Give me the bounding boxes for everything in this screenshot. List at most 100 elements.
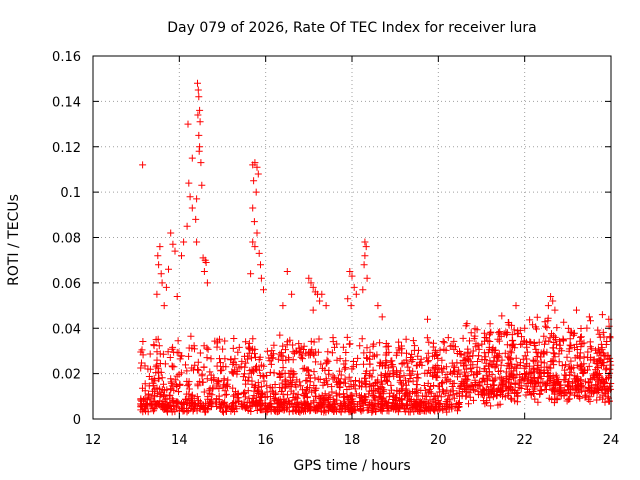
data-point [588,345,596,353]
data-point [369,342,377,350]
data-point [489,344,497,352]
data-point [316,297,324,305]
data-point [221,337,229,345]
data-point [361,252,369,260]
data-point [348,365,356,373]
data-point [558,347,566,355]
data-point [577,333,584,341]
data-point [388,403,396,411]
data-point [396,389,403,397]
data-point [255,249,263,257]
data-points [137,79,615,416]
data-point [544,302,552,310]
data-point [377,406,385,414]
data-point [388,357,396,365]
data-point [194,79,201,87]
data-point [404,394,412,402]
data-point [530,340,538,348]
data-point [507,349,515,357]
data-point [247,408,255,415]
data-point [577,333,585,341]
data-point [457,383,465,390]
data-point [540,368,548,376]
data-point [414,352,422,360]
data-point [137,400,145,408]
data-point [571,354,579,362]
data-point [512,302,520,310]
data-point [565,345,573,353]
data-point [240,390,248,398]
data-point [481,400,489,408]
data-point [378,378,385,386]
data-point [257,394,264,401]
data-point [548,358,556,366]
data-point [404,363,412,371]
data-point [141,394,149,402]
data-point [351,385,359,393]
data-point [155,400,163,408]
data-point [531,395,539,403]
data-point [555,358,563,366]
data-point [384,342,392,350]
data-point [491,362,499,370]
data-point [260,286,267,294]
data-point [137,364,145,372]
data-point [577,325,585,332]
data-point [475,381,483,389]
data-point [257,261,264,269]
data-point [503,329,511,337]
data-point [393,394,401,402]
data-point [390,372,398,380]
data-point [309,283,317,291]
data-point [160,380,167,388]
data-point [464,349,472,357]
data-point [430,369,438,376]
data-point [597,340,605,348]
data-point [292,383,300,391]
data-point [556,337,563,345]
data-point [288,290,296,298]
y-tick-label: 0.02 [52,368,81,383]
data-point [434,399,442,407]
data-point [594,326,602,334]
data-point [473,363,481,371]
data-point [301,405,308,413]
data-point [481,334,489,341]
data-point [246,403,254,411]
data-point [471,379,479,387]
data-point [203,375,211,383]
data-point [195,93,203,101]
data-point [495,337,503,345]
data-point [241,388,249,396]
data-point [313,404,321,412]
data-point [246,367,254,375]
data-point [197,159,205,167]
data-point [347,302,355,310]
data-point [332,389,340,397]
data-point [537,375,545,383]
data-point [206,398,214,406]
data-point [535,338,543,346]
data-point [447,368,454,376]
data-point [156,243,164,251]
data-point [526,316,534,324]
data-point [251,243,259,251]
data-point [345,399,353,407]
data-point [253,163,261,171]
data-point [420,382,428,389]
data-point [368,400,376,408]
data-point [342,364,350,372]
data-point [547,364,555,372]
data-point [562,361,570,369]
data-point [440,339,448,347]
data-point [437,393,445,401]
data-point [271,381,279,388]
data-point [527,339,535,346]
data-point [485,373,493,381]
data-point [141,380,149,388]
data-point [414,370,421,378]
data-point [520,364,528,372]
data-point [586,375,594,383]
data-point [200,388,208,396]
data-point [363,367,371,375]
